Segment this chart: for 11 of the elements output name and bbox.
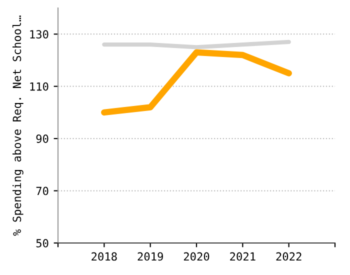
x-tick-label: 2020 <box>184 252 210 261</box>
x-tick-label: 2019 <box>138 252 163 261</box>
x-tick-label: 2022 <box>276 252 302 261</box>
x-tick-label: 2021 <box>230 252 256 261</box>
y-tick-label: 70 <box>36 186 48 196</box>
y-axis-title: % Spending above Req. Net School… <box>12 16 24 236</box>
y-tick-label: 90 <box>36 134 48 143</box>
y-tick-label: 110 <box>30 82 48 91</box>
y-tick-label: 130 <box>30 30 48 39</box>
y-tick-label: 50 <box>36 239 48 248</box>
x-tick-label: 2018 <box>92 252 117 261</box>
